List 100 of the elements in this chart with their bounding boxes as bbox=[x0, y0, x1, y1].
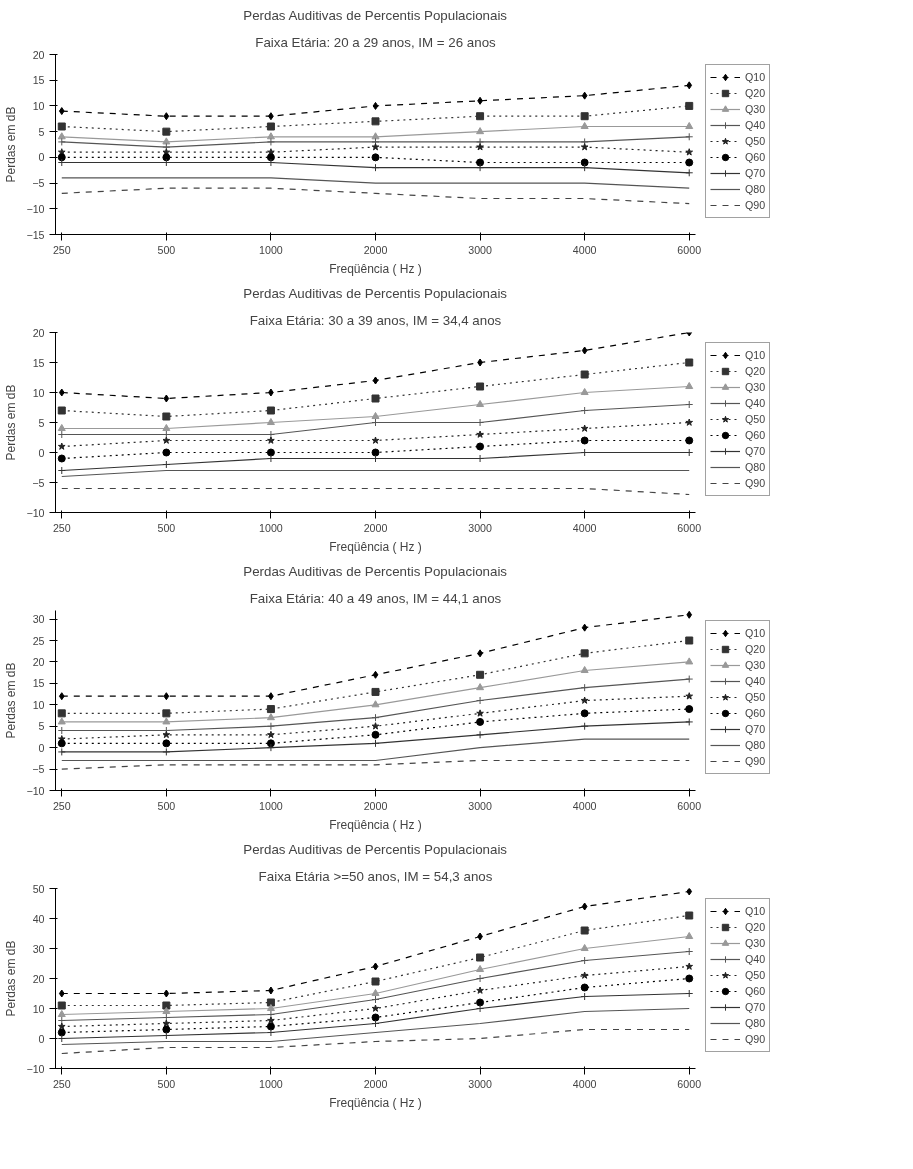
legend-label: Q40 bbox=[745, 674, 766, 689]
y-tick-label: 40 bbox=[32, 912, 45, 925]
x-tick-label: 2000 bbox=[363, 799, 388, 812]
x-tick-label: 250 bbox=[52, 799, 71, 812]
x-tick-label: 4000 bbox=[572, 521, 597, 534]
legend-label: Q10 bbox=[745, 348, 766, 363]
x-tick-label: 3000 bbox=[468, 521, 492, 534]
y-tick-label: −15 bbox=[26, 228, 45, 241]
chart-title: Perdas Auditivas de Percentis Populacionais bbox=[243, 7, 508, 23]
legend-label: Q30 bbox=[745, 102, 766, 117]
y-tick-label: 5 bbox=[38, 720, 45, 733]
x-tick-label: 500 bbox=[157, 1077, 176, 1090]
x-tick-label: 250 bbox=[52, 521, 71, 534]
y-tick-label: −10 bbox=[26, 784, 45, 797]
y-tick-label: 15 bbox=[32, 677, 45, 690]
legend-label: Q80 bbox=[745, 1016, 766, 1031]
legend-label: Q50 bbox=[745, 412, 766, 427]
legend-label: Q20 bbox=[745, 642, 766, 657]
x-tick-label: 500 bbox=[157, 521, 176, 534]
x-tick-label: 4000 bbox=[572, 799, 597, 812]
legend-label: Q90 bbox=[745, 198, 766, 213]
chart-subtitle: Faixa Etária: 40 a 49 anos, IM = 44,1 anos bbox=[249, 590, 502, 606]
y-tick-label: 5 bbox=[38, 125, 45, 138]
y-tick-label: 0 bbox=[38, 446, 45, 459]
legend-label: Q60 bbox=[745, 706, 766, 721]
chart-title: Perdas Auditivas de Percentis Populacionais bbox=[243, 285, 508, 301]
legend-label: Q70 bbox=[745, 722, 766, 737]
y-tick-label: 10 bbox=[32, 99, 45, 112]
legend-label: Q40 bbox=[745, 118, 766, 133]
x-axis-title: Freqüência ( Hz ) bbox=[329, 817, 422, 832]
y-tick-label: 10 bbox=[32, 1002, 45, 1015]
y-axis-title: Perdas em dB bbox=[4, 662, 19, 739]
legend-label: Q20 bbox=[745, 920, 766, 935]
x-tick-label: 250 bbox=[52, 243, 71, 256]
legend-label: Q30 bbox=[745, 658, 766, 673]
y-tick-label: 30 bbox=[32, 613, 45, 626]
legend-label: Q70 bbox=[745, 1000, 766, 1015]
legend-label: Q50 bbox=[745, 968, 766, 983]
y-tick-label: 20 bbox=[32, 48, 45, 61]
y-tick-label: 20 bbox=[32, 326, 45, 339]
x-tick-label: 1000 bbox=[259, 799, 283, 812]
x-tick-label: 500 bbox=[157, 799, 176, 812]
legend-label: Q90 bbox=[745, 1032, 766, 1047]
x-tick-label: 2000 bbox=[363, 521, 388, 534]
y-tick-label: −5 bbox=[32, 177, 45, 190]
y-tick-label: −10 bbox=[26, 506, 45, 519]
legend-label: Q10 bbox=[745, 904, 766, 919]
legend-label: Q80 bbox=[745, 460, 766, 475]
y-axis-title: Perdas em dB bbox=[4, 106, 19, 183]
x-tick-label: 3000 bbox=[468, 1077, 492, 1090]
x-axis-title: Freqüência ( Hz ) bbox=[329, 261, 422, 276]
y-axis-title: Perdas em dB bbox=[4, 384, 19, 461]
legend-label: Q70 bbox=[745, 166, 766, 181]
legend-label: Q20 bbox=[745, 364, 766, 379]
x-tick-label: 3000 bbox=[468, 799, 492, 812]
legend-label: Q10 bbox=[745, 626, 766, 641]
y-tick-label: 25 bbox=[32, 634, 45, 647]
legend-label: Q90 bbox=[745, 476, 766, 491]
chart-subtitle: Faixa Etária: 20 a 29 anos, IM = 26 anos bbox=[255, 34, 497, 50]
y-tick-label: 10 bbox=[32, 386, 45, 399]
x-axis-title: Freqüência ( Hz ) bbox=[329, 539, 422, 554]
y-tick-label: 5 bbox=[38, 416, 45, 429]
x-tick-label: 1000 bbox=[259, 521, 283, 534]
x-tick-label: 6000 bbox=[677, 521, 702, 534]
x-tick-label: 3000 bbox=[468, 243, 492, 256]
chart-title: Perdas Auditivas de Percentis Populacionais bbox=[243, 563, 508, 579]
legend-label: Q80 bbox=[745, 182, 766, 197]
legend-label: Q50 bbox=[745, 134, 766, 149]
y-tick-label: −5 bbox=[32, 763, 45, 776]
x-tick-label: 1000 bbox=[259, 1077, 283, 1090]
legend-label: Q90 bbox=[745, 754, 766, 769]
legend-label: Q70 bbox=[745, 444, 766, 459]
legend-label: Q60 bbox=[745, 428, 766, 443]
chart-subtitle: Faixa Etária: 30 a 39 anos, IM = 34,4 anos bbox=[249, 312, 502, 328]
y-tick-label: 15 bbox=[32, 356, 45, 369]
y-axis-title: Perdas em dB bbox=[4, 940, 19, 1017]
y-tick-label: 0 bbox=[38, 1032, 45, 1045]
x-tick-label: 4000 bbox=[572, 1077, 597, 1090]
y-tick-label: −10 bbox=[26, 202, 45, 215]
y-tick-label: 15 bbox=[32, 74, 45, 87]
legend-label: Q40 bbox=[745, 396, 766, 411]
y-tick-label: 0 bbox=[38, 741, 45, 754]
y-tick-label: 0 bbox=[38, 151, 45, 164]
x-tick-label: 4000 bbox=[572, 243, 597, 256]
legend-label: Q50 bbox=[745, 690, 766, 705]
y-tick-label: 10 bbox=[32, 698, 45, 711]
x-tick-label: 1000 bbox=[259, 243, 283, 256]
x-tick-label: 6000 bbox=[677, 243, 702, 256]
x-tick-label: 2000 bbox=[363, 243, 388, 256]
legend-label: Q10 bbox=[745, 70, 766, 85]
y-tick-label: −10 bbox=[26, 1062, 45, 1075]
y-tick-label: 20 bbox=[32, 972, 45, 985]
legend-label: Q30 bbox=[745, 936, 766, 951]
x-tick-label: 250 bbox=[52, 1077, 71, 1090]
x-axis-title: Freqüência ( Hz ) bbox=[329, 1095, 422, 1110]
legend-label: Q60 bbox=[745, 150, 766, 165]
legend-label: Q40 bbox=[745, 952, 766, 967]
legend-label: Q30 bbox=[745, 380, 766, 395]
x-tick-label: 6000 bbox=[677, 799, 702, 812]
chart-title: Perdas Auditivas de Percentis Populacionais bbox=[243, 841, 508, 857]
